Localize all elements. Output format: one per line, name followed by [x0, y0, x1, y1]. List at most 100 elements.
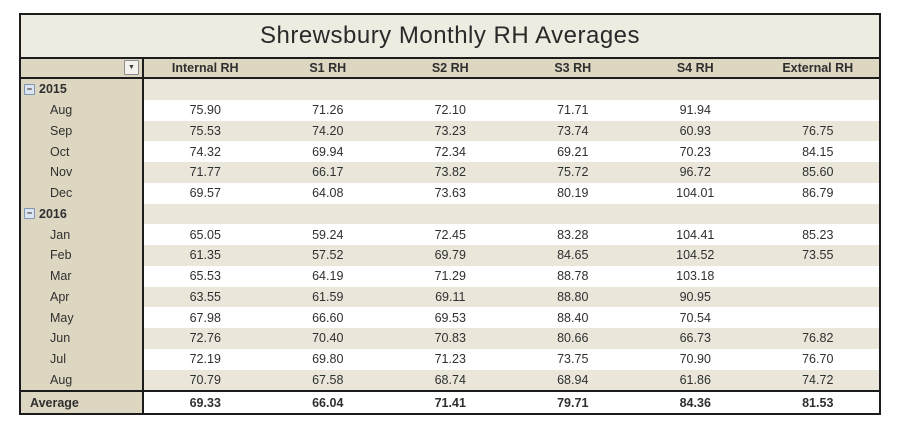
row-label: Jun	[50, 331, 71, 346]
table-row: Nov 71.77 66.17 73.82 75.72 96.72 85.60	[21, 162, 879, 183]
value-cell	[266, 203, 389, 225]
filter-dropdown-button[interactable]: ▼	[124, 60, 139, 75]
value-cell	[756, 307, 879, 328]
value-cell: 68.94	[511, 369, 634, 391]
value-cell: 84.15	[756, 141, 879, 162]
value-cell: 69.79	[389, 245, 512, 266]
row-cells: 72.76 70.40 70.83 80.66 66.73 76.82	[144, 328, 879, 349]
value-cell: 67.58	[266, 369, 389, 391]
row-cells	[144, 203, 879, 225]
column-header: Internal RH	[171, 61, 239, 75]
value-cell: 71.23	[389, 348, 512, 370]
row-cells: 65.53 64.19 71.29 88.78 103.18	[144, 265, 879, 287]
value-cell: 96.72	[634, 162, 757, 183]
collapse-group-button[interactable]: −	[24, 83, 35, 95]
filter-dropdown-icon: ▼	[128, 64, 135, 71]
value-cell: 70.54	[634, 307, 757, 328]
pivot-table: Shrewsbury Monthly RH Averages ▼ Interna…	[19, 13, 881, 415]
value-cell: 75.53	[144, 120, 267, 142]
value-cell: 75.90	[144, 99, 267, 121]
value-cell: 68.74	[389, 369, 512, 391]
value-cell: 66.04	[266, 392, 389, 413]
value-cell: 103.18	[634, 265, 757, 287]
row-label: Oct	[50, 144, 70, 159]
value-cell: 85.60	[756, 162, 879, 183]
column-header: S2 RH	[431, 61, 469, 75]
column-headers: Internal RH S1 RH S2 RH S3 RH S4 RH External …	[144, 59, 879, 77]
value-cell: 69.11	[389, 286, 512, 308]
table-row: May 67.98 66.60 69.53 88.40 70.54	[21, 307, 879, 328]
value-cell: 104.52	[634, 245, 757, 266]
value-cell: 72.34	[389, 141, 512, 162]
row-cells: 75.53 74.20 73.23 73.74 60.93 76.75	[144, 120, 879, 142]
value-cell: 76.70	[756, 348, 879, 370]
column-header: S3 RH	[554, 61, 592, 75]
value-cell: 81.53	[756, 392, 879, 413]
value-cell: 66.60	[266, 307, 389, 328]
value-cell: 88.78	[511, 265, 634, 287]
value-cell: 90.95	[634, 286, 757, 308]
value-cell: 70.40	[266, 328, 389, 349]
value-cell: 73.23	[389, 120, 512, 142]
row-label: Feb	[50, 248, 72, 263]
value-cell: 69.80	[266, 348, 389, 370]
value-cell: 70.90	[634, 348, 757, 370]
row-label-cell: −2015	[21, 79, 144, 100]
row-label-cell: Apr	[21, 286, 144, 308]
collapse-group-button[interactable]: −	[24, 208, 35, 220]
value-cell: 73.63	[389, 182, 512, 204]
value-cell: 70.79	[144, 369, 267, 391]
value-cell: 85.23	[756, 224, 879, 245]
value-cell: 80.19	[511, 182, 634, 204]
row-label-cell: Nov	[21, 162, 144, 183]
row-label-cell: Jul	[21, 348, 144, 370]
row-label: Nov	[50, 165, 73, 180]
row-label: May	[50, 310, 74, 325]
row-cells: 72.19 69.80 71.23 73.75 70.90 76.70	[144, 348, 879, 370]
row-label-cell: Sep	[21, 120, 144, 142]
value-cell	[389, 79, 512, 100]
row-label-cell: Jun	[21, 328, 144, 349]
row-label: Aug	[50, 372, 73, 387]
row-cells: 61.35 57.52 69.79 84.65 104.52 73.55	[144, 245, 879, 266]
row-label-cell: Feb	[21, 245, 144, 266]
value-cell: 69.94	[266, 141, 389, 162]
value-cell: 72.45	[389, 224, 512, 245]
row-label: Jul	[50, 352, 66, 367]
value-cell: 72.19	[144, 348, 267, 370]
value-cell: 84.65	[511, 245, 634, 266]
row-label: Average	[30, 395, 79, 410]
column-header: S4 RH	[676, 61, 714, 75]
value-cell: 66.73	[634, 328, 757, 349]
row-label-cell: Jan	[21, 224, 144, 245]
value-cell: 73.55	[756, 245, 879, 266]
table-row: −2015	[21, 79, 879, 100]
row-label: Sep	[50, 123, 73, 138]
value-cell: 65.53	[144, 265, 267, 287]
column-header: S1 RH	[309, 61, 347, 75]
value-cell	[511, 79, 634, 100]
column-header: External RH	[782, 61, 854, 75]
value-cell	[511, 203, 634, 225]
value-cell: 59.24	[266, 224, 389, 245]
value-cell: 73.74	[511, 120, 634, 142]
value-cell: 69.33	[144, 392, 267, 413]
value-cell	[756, 99, 879, 121]
table-body: −2015 Aug 75.90 71.26 72.10 71.71 91.94 Sep 75.5…	[21, 79, 879, 413]
table-row: Oct 74.32 69.94 72.34 69.21 70.23 84.15	[21, 141, 879, 162]
row-label: Aug	[50, 103, 73, 118]
value-cell: 60.93	[634, 120, 757, 142]
row-cells: 71.77 66.17 73.82 75.72 96.72 85.60	[144, 162, 879, 183]
row-label-cell: Mar	[21, 265, 144, 287]
row-cells: 69.33 66.04 71.41 79.71 84.36 81.53	[144, 392, 879, 413]
value-cell	[144, 203, 267, 225]
value-cell: 61.35	[144, 245, 267, 266]
value-cell: 83.28	[511, 224, 634, 245]
value-cell: 73.75	[511, 348, 634, 370]
row-label: 2015	[39, 82, 67, 97]
row-cells: 69.57 64.08 73.63 80.19 104.01 86.79	[144, 182, 879, 204]
row-cells: 63.55 61.59 69.11 88.80 90.95	[144, 286, 879, 308]
table-row: Sep 75.53 74.20 73.23 73.74 60.93 76.75	[21, 120, 879, 142]
value-cell: 73.82	[389, 162, 512, 183]
table-row: Jun 72.76 70.40 70.83 80.66 66.73 76.82	[21, 328, 879, 349]
